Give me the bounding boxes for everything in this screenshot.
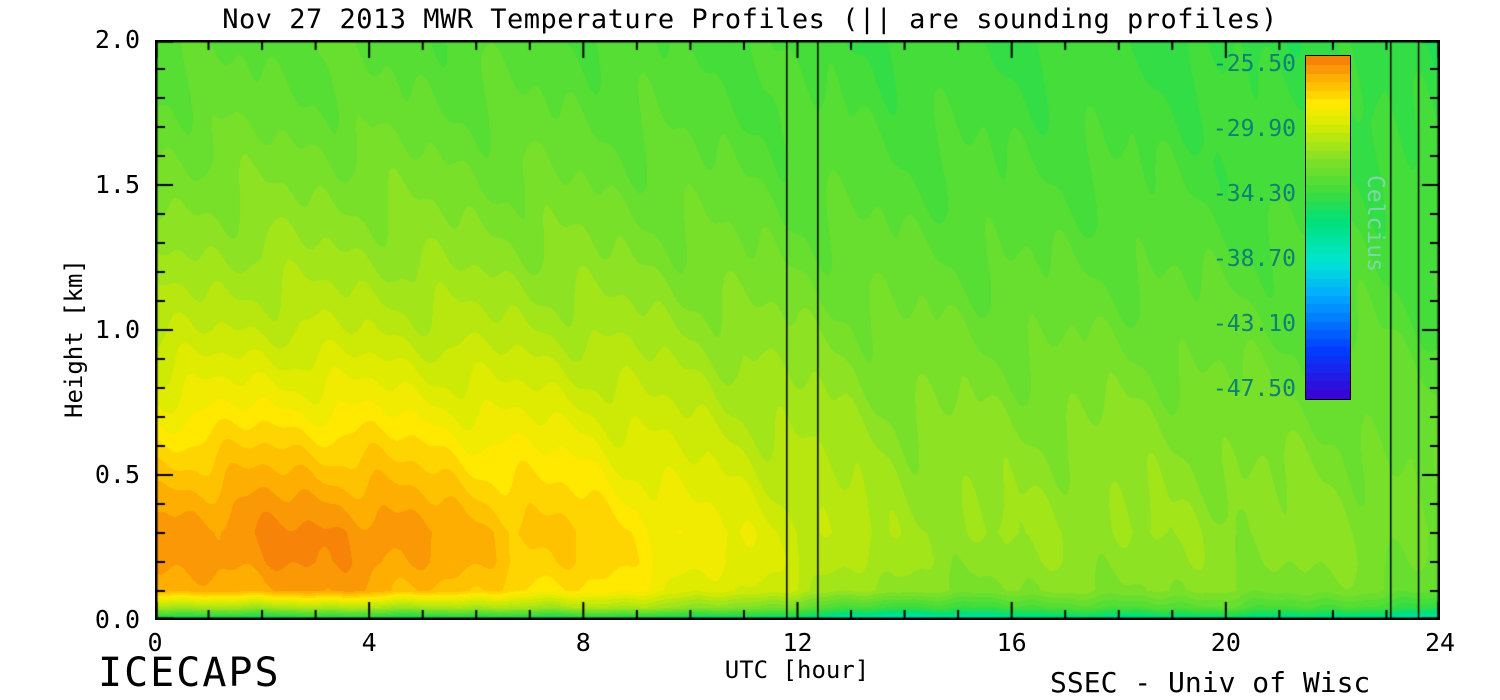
y-tick-label: 1.5 — [94, 170, 140, 199]
colorbar-title: Celcius — [1362, 175, 1388, 272]
chart-title: Nov 27 2013 MWR Temperature Profiles (||… — [222, 4, 1278, 35]
x-tick-label: 4 — [361, 628, 377, 657]
x-tick-label: 24 — [1424, 628, 1456, 657]
footer-project-label: ICECAPS — [98, 650, 281, 696]
x-tick-label: 12 — [782, 628, 813, 657]
x-tick-label: 0 — [147, 628, 163, 657]
x-tick-label: 16 — [996, 628, 1027, 657]
footer-credit-label: SSEC - Univ of Wisc — [1050, 666, 1371, 699]
x-tick-label: 8 — [575, 628, 591, 657]
colorbar-gradient — [1305, 55, 1351, 400]
colorbar-tick-label: -34.30 — [1212, 181, 1296, 207]
y-tick-label: 0.0 — [94, 605, 140, 634]
colorbar-tick-label: -47.50 — [1212, 376, 1296, 402]
y-tick-label: 1.0 — [94, 315, 140, 344]
x-axis-label: UTC [hour] — [724, 656, 870, 684]
colorbar-tick-label: -43.10 — [1212, 311, 1296, 337]
colorbar-tick-label: -38.70 — [1212, 246, 1296, 272]
colorbar-tick-label: -25.50 — [1212, 51, 1296, 77]
y-axis-label: Height [km] — [60, 259, 88, 418]
y-tick-label: 2.0 — [94, 25, 140, 54]
y-tick-label: 0.5 — [94, 460, 140, 489]
x-tick-label: 20 — [1210, 628, 1241, 657]
temperature-heatmap-canvas — [155, 40, 1440, 620]
colorbar-tick-label: -29.90 — [1212, 116, 1296, 142]
